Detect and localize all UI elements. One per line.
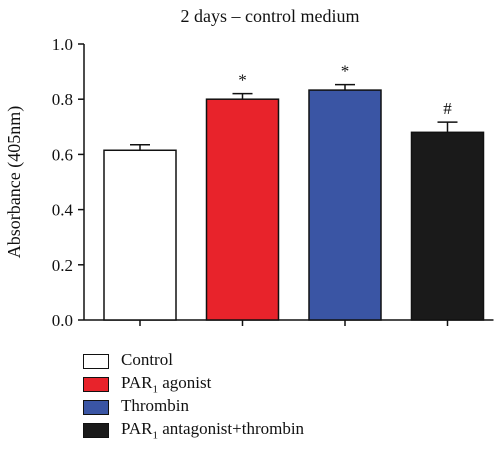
legend-label: PAR1 agonist — [121, 373, 212, 396]
significance-label: * — [341, 62, 350, 81]
legend: Control PAR1 agonist Thrombin PAR1 antag… — [83, 350, 304, 442]
y-tick-label: 1.0 — [52, 35, 73, 54]
legend-item-par1-antagonist-thrombin: PAR1 antagonist+thrombin — [83, 419, 304, 442]
plot-area: 0.0 0.2 0.4 0.6 0.8 1.0 * * # — [52, 35, 494, 330]
y-tick-label: 0.6 — [52, 145, 73, 164]
y-tick-label: 0.4 — [52, 201, 74, 220]
legend-label: PAR1 antagonist+thrombin — [121, 419, 305, 442]
y-tick-label: 0.0 — [52, 311, 73, 330]
legend-swatch-thrombin — [83, 400, 109, 415]
y-tick-label: 0.2 — [52, 256, 73, 275]
legend-item-control: Control — [83, 350, 304, 373]
significance-label: # — [443, 99, 452, 118]
bar-chart: 2 days – control medium Absorbance (405n… — [4, 6, 494, 330]
y-tick-label: 0.8 — [52, 90, 73, 109]
bar — [103, 149, 177, 321]
bar — [205, 98, 280, 321]
significance-label: * — [238, 71, 247, 90]
bar — [308, 89, 382, 321]
bar — [410, 131, 485, 321]
legend-swatch-control — [83, 354, 109, 369]
legend-item-thrombin: Thrombin — [83, 396, 304, 419]
legend-label: Control — [121, 350, 173, 370]
legend-swatch-par1-agonist — [83, 377, 109, 392]
legend-swatch-par1-antagonist-thrombin — [83, 423, 109, 438]
legend-label: Thrombin — [121, 396, 189, 416]
chart-title: 2 days – control medium — [181, 6, 360, 26]
y-axis-label: Absorbance (405nm) — [4, 106, 25, 258]
legend-item-par1-agonist: PAR1 agonist — [83, 373, 304, 396]
